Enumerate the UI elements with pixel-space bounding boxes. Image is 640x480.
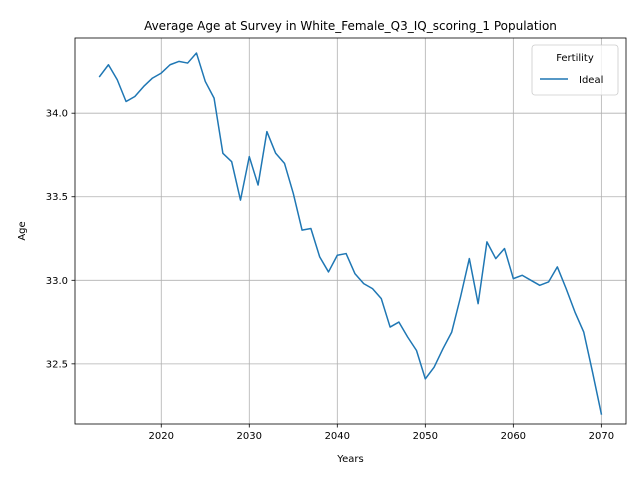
grid <box>75 38 626 424</box>
chart-title: Average Age at Survey in White_Female_Q3… <box>144 19 557 33</box>
x-tick-label: 2050 <box>413 431 438 442</box>
legend-label-ideal: Ideal <box>579 75 603 86</box>
plot-frame <box>74 37 627 425</box>
series-line-ideal <box>98 52 603 415</box>
x-axis-label: Years <box>336 454 363 465</box>
x-tick-label: 2040 <box>325 431 350 442</box>
y-axis-label: Age <box>17 221 28 240</box>
legend: Fertility Ideal <box>531 44 619 96</box>
x-tick-label: 2030 <box>237 431 262 442</box>
y-tick-label: 33.0 <box>46 276 68 287</box>
y-tick-label: 33.5 <box>46 192 68 203</box>
legend-title: Fertility <box>556 53 594 64</box>
y-tick-label: 34.0 <box>46 109 68 120</box>
plot-area <box>75 38 626 424</box>
y-tick-label: 32.5 <box>46 359 68 370</box>
x-tick-label: 2060 <box>501 431 526 442</box>
x-tick-label: 2020 <box>149 431 174 442</box>
legend-box <box>531 44 619 96</box>
ticks: 2020 2030 2040 2050 2060 2070 32.5 33.0 33.5 34.0 <box>46 109 614 442</box>
x-tick-label: 2070 <box>589 431 614 442</box>
